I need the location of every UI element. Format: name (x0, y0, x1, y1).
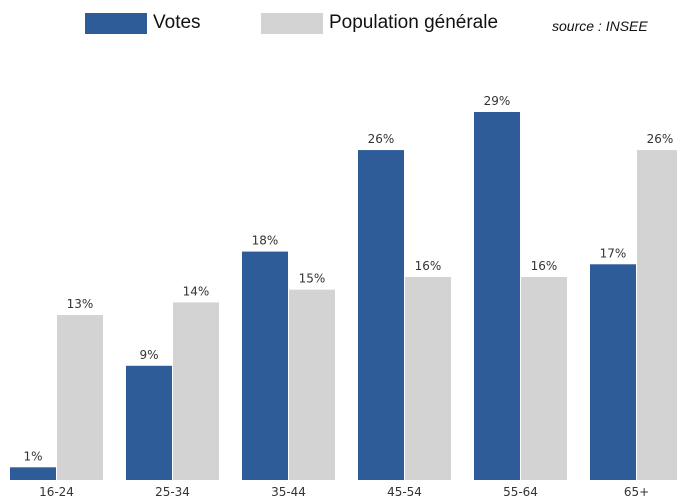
x-tick-label-65+: 65+ (624, 485, 649, 499)
data-label-population-25-34: 14% (183, 284, 210, 298)
data-label-votes-55-64: 29% (484, 94, 511, 108)
x-tick-label-16-24: 16-24 (39, 485, 74, 499)
data-label-population-35-44: 15% (299, 272, 326, 286)
data-label-votes-16-24: 1% (23, 449, 42, 463)
bar-population-55-64 (521, 276, 567, 480)
bar-votes-55-64 (474, 112, 520, 480)
source-note: source : INSEE (552, 18, 648, 34)
data-label-population-16-24: 13% (67, 297, 94, 311)
bar-votes-35-44 (242, 251, 288, 480)
data-label-votes-45-54: 26% (368, 132, 395, 146)
legend-label-population: Population générale (329, 12, 499, 33)
bar-votes-65+ (590, 264, 636, 480)
bar-population-35-44 (289, 289, 335, 480)
legend-swatch-population (261, 12, 323, 34)
bar-population-45-54 (405, 276, 451, 480)
x-tick-label-45-54: 45-54 (387, 485, 422, 499)
bar-population-16-24 (57, 315, 103, 480)
x-tick-label-55-64: 55-64 (503, 485, 538, 499)
bar-votes-25-34 (126, 365, 172, 480)
x-tick-label-35-44: 35-44 (271, 485, 306, 499)
bar-votes-16-24 (10, 467, 56, 480)
data-label-population-45-54: 16% (415, 259, 442, 273)
data-label-population-65+: 26% (647, 132, 674, 146)
x-tick-label-25-34: 25-34 (155, 485, 190, 499)
legend-swatch-votes (85, 12, 147, 34)
legend-item-population: Population générale (261, 12, 498, 34)
bar-population-25-34 (173, 302, 219, 480)
bar-population-65+ (637, 150, 677, 480)
data-label-population-55-64: 16% (531, 259, 558, 273)
data-label-votes-65+: 17% (600, 246, 627, 260)
legend-item-votes: Votes (85, 12, 201, 34)
data-label-votes-35-44: 18% (252, 234, 279, 248)
legend-label-votes: Votes (153, 12, 201, 33)
bar-votes-45-54 (358, 150, 404, 480)
data-label-votes-25-34: 9% (139, 348, 158, 362)
